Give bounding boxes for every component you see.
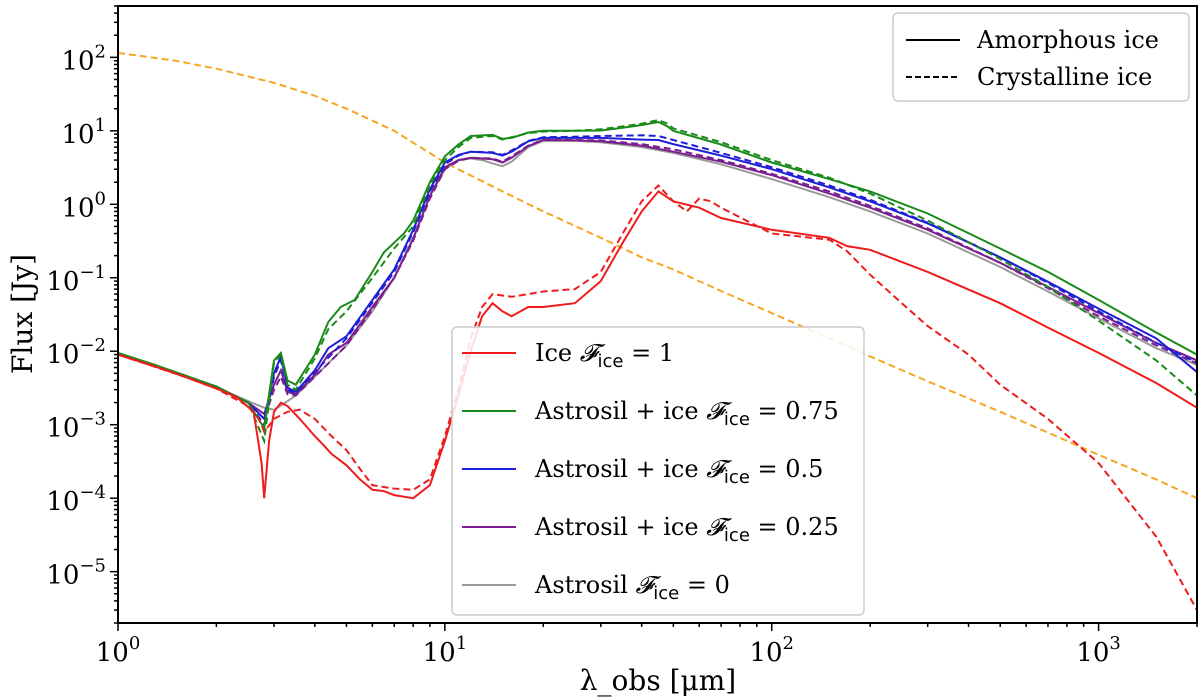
series-legend: Ice 𝓕ice = 1 Astrosil + ice 𝓕ice = 0.75 As… [451, 326, 865, 616]
x-axis-title: λ_obs [μm] [580, 664, 736, 697]
style-legend-box [892, 12, 1190, 102]
y-axis-ticks: 10−5 10−4 10−3 10−2 10−1 100 101 102 [46, 5, 118, 624]
x-axis-ticks: 100 101 102 103 [96, 623, 1198, 668]
x-tick-label: 102 [749, 633, 794, 668]
y-tick-label: 100 [61, 188, 106, 223]
plot-frame [117, 5, 1198, 624]
y-tick-label: 10−5 [46, 556, 106, 591]
series-line-9 [118, 184, 1197, 611]
x-tick-label: 103 [1076, 633, 1121, 668]
series-lines [118, 51, 1197, 611]
y-tick-label: 102 [61, 41, 106, 76]
series-legend-box [451, 326, 865, 616]
series-line-7 [118, 119, 1197, 445]
x-tick-label: 101 [423, 633, 468, 668]
y-axis-title: Flux [Jy] [6, 254, 39, 374]
y-tick-label: 101 [61, 115, 106, 150]
series-legend-label: Ice 𝓕ice = 1 [535, 339, 674, 372]
style-legend-label: Crystalline ice [977, 63, 1152, 91]
x-tick-label: 100 [96, 633, 141, 668]
series-line-0 [118, 51, 1197, 500]
style-legend-label: Amorphous ice [976, 26, 1159, 54]
series-legend-label: Astrosil + ice 𝓕ice = 0.25 [534, 513, 839, 546]
line-style-legend: Amorphous ice Crystalline ice [892, 12, 1190, 102]
y-tick-label: 10−3 [46, 409, 106, 444]
series-line-5 [118, 134, 1197, 428]
y-tick-label: 10−1 [46, 262, 106, 297]
series-line-3 [118, 138, 1197, 421]
y-tick-label: 10−4 [46, 482, 106, 517]
series-line-2 [118, 138, 1197, 416]
y-tick-label: 10−2 [46, 335, 106, 370]
series-legend-label: Astrosil + ice 𝓕ice = 0.5 [534, 455, 823, 488]
series-legend-label: Astrosil + ice 𝓕ice = 0.75 [534, 397, 839, 430]
